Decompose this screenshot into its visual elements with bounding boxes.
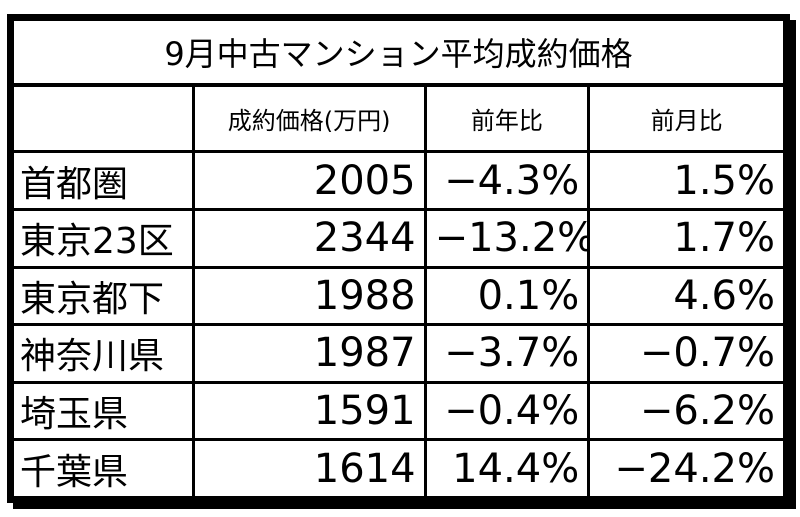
region-cell: 東京都下: [11, 265, 195, 327]
mom-cell: −24.2%: [587, 438, 786, 499]
header-row: 成約価格(万円) 前年比 前月比: [11, 83, 786, 154]
mom-cell: 4.6%: [587, 265, 786, 327]
yoy-cell: −4.3%: [423, 150, 591, 211]
table-row: 東京都下 1988 0.1% 4.6%: [11, 265, 786, 327]
price-table-frame: 9月中古マンション平均成約価格 成約価格(万円) 前年比 前月比 首都圏 200…: [7, 14, 790, 503]
yoy-cell: −3.7%: [423, 323, 591, 384]
price-cell: 2005: [191, 150, 427, 211]
yoy-cell: −0.4%: [423, 380, 591, 442]
price-cell: 1614: [191, 438, 427, 499]
region-cell: 神奈川県: [11, 323, 195, 384]
table-row: 首都圏 2005 −4.3% 1.5%: [11, 150, 786, 211]
table-row: 東京23区 2344 −13.2% 1.7%: [11, 207, 786, 269]
table-title: 9月中古マンション平均成約価格: [11, 18, 786, 88]
price-table: 9月中古マンション平均成約価格 成約価格(万円) 前年比 前月比 首都圏 200…: [11, 18, 786, 499]
region-cell: 首都圏: [11, 150, 195, 211]
header-price: 成約価格(万円): [191, 83, 427, 154]
title-row: 9月中古マンション平均成約価格: [11, 18, 786, 88]
region-cell: 千葉県: [11, 438, 195, 499]
header-region: [11, 83, 195, 154]
mom-cell: 1.7%: [587, 207, 786, 269]
price-cell: 2344: [191, 207, 427, 269]
region-cell: 埼玉県: [11, 380, 195, 442]
region-cell: 東京23区: [11, 207, 195, 269]
price-cell: 1987: [191, 323, 427, 384]
table-row: 埼玉県 1591 −0.4% −6.2%: [11, 380, 786, 442]
header-mom: 前月比: [587, 83, 786, 154]
mom-cell: 1.5%: [587, 150, 786, 211]
mom-cell: −6.2%: [587, 380, 786, 442]
mom-cell: −0.7%: [587, 323, 786, 384]
yoy-cell: 0.1%: [423, 265, 591, 327]
price-cell: 1988: [191, 265, 427, 327]
yoy-cell: 14.4%: [423, 438, 591, 499]
header-yoy: 前年比: [423, 83, 591, 154]
yoy-cell: −13.2%: [423, 207, 591, 269]
table-row: 神奈川県 1987 −3.7% −0.7%: [11, 323, 786, 384]
price-cell: 1591: [191, 380, 427, 442]
table-row: 千葉県 1614 14.4% −24.2%: [11, 438, 786, 499]
